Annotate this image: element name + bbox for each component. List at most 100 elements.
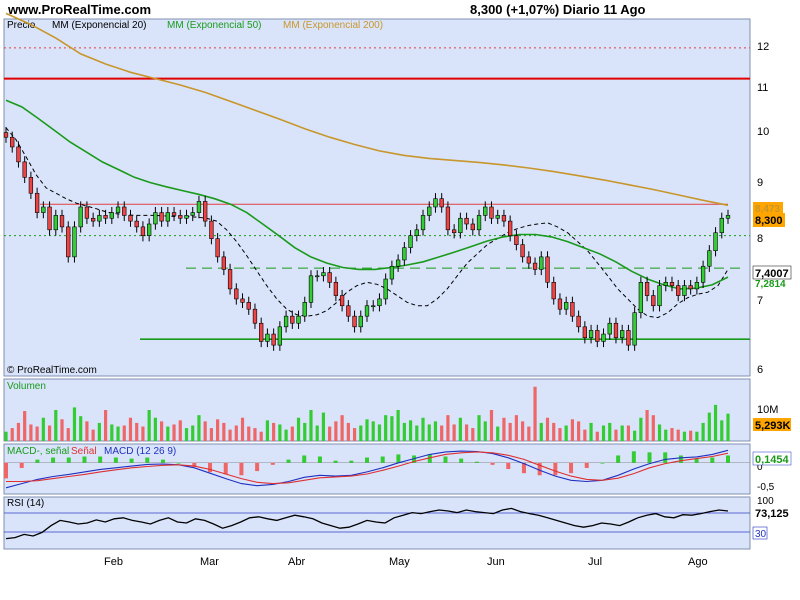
candle bbox=[576, 315, 581, 328]
candle bbox=[346, 305, 351, 317]
candle bbox=[59, 215, 65, 228]
candle bbox=[10, 136, 15, 148]
volume-bar bbox=[103, 410, 108, 441]
macd-hist-bar bbox=[584, 462, 589, 468]
candle bbox=[171, 212, 177, 216]
volume-bar bbox=[713, 404, 718, 441]
macd-hist-bar bbox=[160, 459, 165, 463]
badge-ema50: 7,2814 bbox=[755, 279, 786, 290]
volume-bar bbox=[272, 422, 276, 441]
candle bbox=[564, 302, 569, 310]
volume-bar bbox=[408, 420, 413, 441]
volume-bar bbox=[234, 425, 238, 441]
legend-ema200: MM (Exponencial 200) bbox=[283, 20, 383, 31]
candle bbox=[532, 262, 538, 270]
volume-bar bbox=[608, 422, 612, 441]
candle bbox=[147, 223, 152, 236]
macd-hist-bar bbox=[631, 451, 636, 463]
candle bbox=[153, 212, 158, 225]
rsi-panel[interactable] bbox=[3, 496, 751, 550]
macd-hist-bar bbox=[443, 456, 448, 463]
macd-hist-bar bbox=[396, 454, 401, 463]
macd-hist-bar bbox=[647, 452, 652, 463]
candle bbox=[16, 146, 21, 163]
macd-badge-bg bbox=[752, 451, 792, 466]
macd-hist-bar bbox=[51, 457, 56, 463]
volume-bar bbox=[79, 416, 83, 441]
volume-bar bbox=[10, 428, 14, 441]
candle bbox=[470, 223, 475, 231]
volume-bar bbox=[614, 429, 618, 441]
macd-hist-bar bbox=[365, 457, 369, 463]
volume-bar bbox=[247, 426, 251, 441]
volume-bar bbox=[91, 429, 95, 441]
volume-bar bbox=[440, 425, 444, 441]
candle bbox=[545, 256, 550, 283]
volume-bar bbox=[577, 421, 581, 441]
volume-bar bbox=[396, 410, 400, 441]
x-label-ago: Ago bbox=[688, 556, 708, 568]
candle bbox=[265, 333, 270, 342]
volume-bar bbox=[415, 425, 419, 441]
candle bbox=[669, 282, 675, 286]
macd-hist-bar bbox=[459, 458, 464, 463]
volume-bar bbox=[371, 421, 375, 441]
volume-panel[interactable] bbox=[3, 378, 751, 442]
volume-bar bbox=[477, 415, 481, 441]
candle bbox=[433, 198, 438, 208]
candle bbox=[290, 315, 295, 324]
candle bbox=[570, 302, 575, 317]
candle bbox=[688, 285, 693, 290]
volume-bar bbox=[122, 425, 126, 441]
macd-hist-bar bbox=[82, 456, 87, 463]
volume-bar bbox=[570, 419, 574, 441]
macd-hist-bar bbox=[521, 462, 526, 474]
candle bbox=[115, 206, 121, 213]
macd-hist-bar bbox=[98, 456, 103, 463]
y-tick-9: 9 bbox=[757, 177, 763, 189]
legend-ema20: MM (Exponencial 20) bbox=[52, 20, 146, 31]
candle bbox=[47, 206, 52, 231]
candle bbox=[514, 235, 519, 245]
candle bbox=[128, 215, 133, 222]
rsi-title: RSI (14) bbox=[7, 498, 44, 509]
candle bbox=[41, 206, 46, 213]
x-label-jul: Jul bbox=[588, 556, 602, 568]
badge-last: 8,300 bbox=[755, 215, 783, 227]
volume-bar bbox=[191, 425, 195, 441]
macd-hist-bar bbox=[176, 462, 181, 464]
volume-bar bbox=[4, 431, 8, 441]
candle bbox=[439, 198, 444, 208]
top-bar: www.ProRealTime.com 8,300 (+1,07%) Diari… bbox=[0, 0, 800, 18]
x-label-jun: Jun bbox=[487, 556, 505, 568]
quote-summary: 8,300 (+1,07%) Diario 11 Ago bbox=[470, 2, 646, 17]
rsi-y-tick-100: 100 bbox=[757, 496, 774, 507]
volume-bar bbox=[66, 428, 70, 441]
macd-hist-bar bbox=[192, 462, 197, 467]
price-panel[interactable] bbox=[3, 18, 751, 377]
candle bbox=[339, 295, 345, 307]
macd-hist-bar bbox=[208, 462, 213, 473]
candle bbox=[389, 265, 395, 280]
candle bbox=[476, 215, 482, 231]
x-axis: Feb Mar Abr May Jun Jul Ago bbox=[104, 556, 708, 568]
macd-y-tick-0: 0 bbox=[757, 462, 763, 473]
volume-bar bbox=[309, 410, 313, 441]
volume-bar bbox=[209, 428, 213, 441]
badge-ema200-bg bbox=[753, 202, 783, 214]
candle bbox=[539, 256, 544, 270]
candle bbox=[196, 201, 202, 213]
candle bbox=[221, 256, 226, 270]
candle bbox=[371, 305, 376, 308]
site-title[interactable]: www.ProRealTime.com bbox=[8, 2, 152, 17]
candle bbox=[97, 215, 102, 222]
macd-hist-bar bbox=[380, 456, 385, 463]
volume-bar bbox=[421, 417, 425, 441]
candle bbox=[252, 308, 258, 324]
macd-hist-bar bbox=[302, 455, 307, 463]
candle bbox=[451, 229, 457, 234]
x-label-feb: Feb bbox=[104, 556, 123, 568]
volume-bar bbox=[695, 431, 699, 441]
y-tick-10: 10 bbox=[757, 126, 769, 138]
